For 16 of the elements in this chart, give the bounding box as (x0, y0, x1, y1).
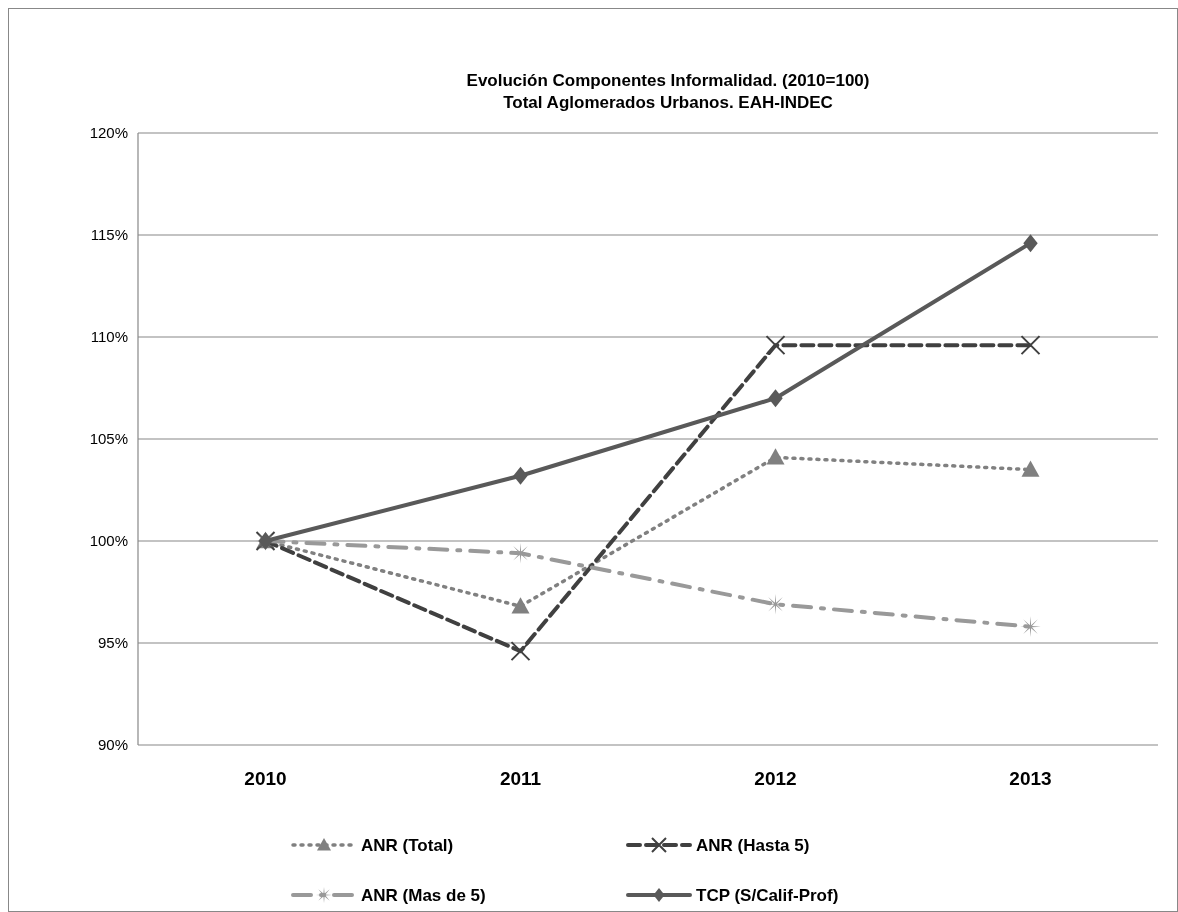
x-tick-label: 2013 (1009, 768, 1052, 789)
y-tick-label: 90% (97, 736, 128, 754)
legend-label: ANR (Total) (361, 835, 454, 855)
y-tick-label: 95% (97, 634, 128, 652)
y-tick-label: 120% (89, 124, 128, 142)
y-tick-label: 110% (90, 328, 128, 346)
legend-label: TCP (S/Calif-Prof) (696, 885, 839, 905)
chart-title: Evolución Componentes Informalidad. (2010=100) Total Aglomerados Urbanos. EAH-INDEC (466, 71, 870, 112)
x-tick-label: 2011 (499, 768, 542, 789)
y-tick-label: 115% (90, 226, 128, 244)
x-tick-label: 2012 (754, 768, 797, 789)
x-tick-label: 2010 (244, 768, 287, 789)
legend-label: ANR (Mas de 5) (361, 885, 486, 905)
y-tick-label: 105% (89, 430, 128, 448)
legend-label: ANR (Hasta 5) (696, 835, 810, 855)
y-tick-label: 100% (89, 532, 128, 550)
